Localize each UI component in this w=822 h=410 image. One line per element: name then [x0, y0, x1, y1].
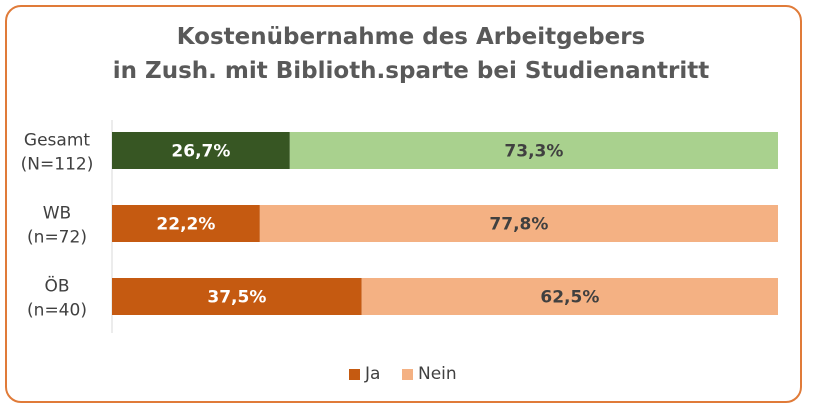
category-count-label: (n=72)	[27, 228, 87, 248]
category-label: WB	[43, 204, 71, 224]
data-label-ja: 37,5%	[207, 288, 266, 308]
data-label-ja: 22,2%	[156, 215, 215, 235]
legend-swatch-nein	[402, 369, 413, 380]
bar-ja	[112, 205, 260, 242]
bar-ja	[112, 278, 362, 315]
bar-nein	[361, 278, 778, 315]
data-label-nein: 62,5%	[540, 288, 599, 308]
legend-label-nein: Nein	[418, 364, 457, 384]
bar-ja	[112, 132, 290, 169]
data-label-nein: 73,3%	[504, 142, 563, 162]
chart-frame	[5, 5, 802, 403]
bar-nein	[289, 132, 778, 169]
legend-label-ja: Ja	[364, 364, 380, 384]
category-label: ÖB	[44, 275, 69, 297]
legend-swatch-ja	[349, 369, 360, 380]
bar-nein	[259, 205, 778, 242]
category-count-label: (n=40)	[27, 301, 87, 321]
category-count-label: (N=112)	[21, 155, 94, 175]
category-label: Gesamt	[24, 131, 90, 151]
data-label-nein: 77,8%	[489, 215, 548, 235]
data-label-ja: 26,7%	[171, 142, 230, 162]
chart-title: Kostenübernahme des Arbeitgebers	[176, 24, 646, 50]
chart-subtitle: in Zush. mit Biblioth.sparte bei Studien…	[112, 58, 710, 84]
